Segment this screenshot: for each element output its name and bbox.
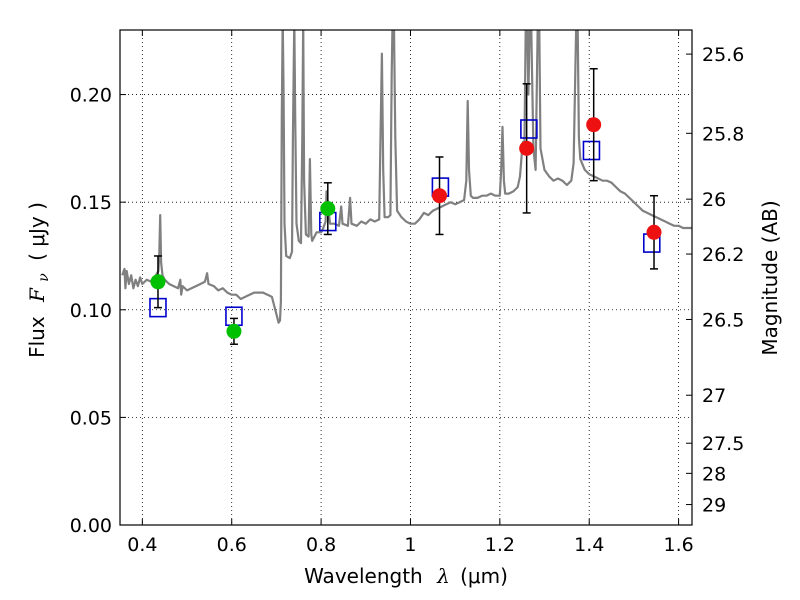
y2-axis-label: Magnitude (AB) xyxy=(758,200,782,355)
y2-tick-label: 26.2 xyxy=(702,244,744,266)
y2-tick-label: 26.5 xyxy=(702,309,744,331)
y2-tick-label: 26 xyxy=(702,189,726,211)
y-tick-label: 0.10 xyxy=(70,300,112,322)
x-tick-label: 1.6 xyxy=(663,534,693,556)
y2-tick-label: 25.8 xyxy=(702,123,744,145)
y-tick-label: 0.20 xyxy=(70,85,112,107)
model-flux-square xyxy=(520,119,538,139)
red-data-point xyxy=(432,188,448,204)
x-tick-label: 0.4 xyxy=(127,534,157,556)
x-tick-label: 0.8 xyxy=(306,534,336,556)
y2-tick-label: 29 xyxy=(702,495,726,517)
y2-tick-label: 25.6 xyxy=(702,44,744,66)
green-data-point xyxy=(150,274,166,290)
x-tick-label: 1 xyxy=(404,534,416,556)
x-tick-label: 0.6 xyxy=(217,534,247,556)
y-axis-label: Flux F ν ( μJy ) xyxy=(25,202,53,358)
x-axis-label: Wavelength λ (μm) xyxy=(304,564,508,588)
green-data-point xyxy=(320,201,336,217)
x-tick-label: 1.2 xyxy=(485,534,515,556)
red-data-point xyxy=(519,140,535,156)
red-data-point xyxy=(646,224,662,240)
y2-tick-label: 28 xyxy=(702,463,726,485)
y2-tick-label: 27 xyxy=(702,385,726,407)
x-tick-label: 1.4 xyxy=(574,534,604,556)
plot-frame xyxy=(119,29,693,526)
y-tick-label: 0.00 xyxy=(70,515,112,537)
green-data-point xyxy=(226,323,242,339)
plot-area xyxy=(121,30,692,345)
y-tick-label: 0.15 xyxy=(70,192,112,214)
axes: 0.4 0.6 0.8 1 1.2 1.4 1.6 0.00 0.05 0.10 0.15 0.20 2… xyxy=(70,29,744,556)
y2-tick-label: 27.5 xyxy=(702,433,744,455)
y-tick-label: 0.05 xyxy=(70,407,112,429)
red-data-point xyxy=(586,117,602,133)
model-spectrum-line xyxy=(121,30,692,324)
model-flux-square xyxy=(582,140,601,161)
